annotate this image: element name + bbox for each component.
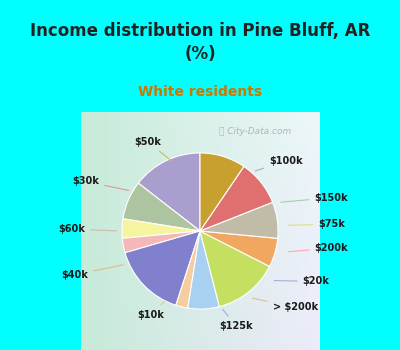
Text: $50k: $50k: [134, 136, 171, 161]
Text: $30k: $30k: [72, 176, 129, 190]
Wedge shape: [200, 231, 278, 266]
Text: $10k: $10k: [137, 301, 165, 320]
Text: $60k: $60k: [58, 224, 116, 234]
Wedge shape: [200, 202, 278, 238]
Text: Income distribution in Pine Bluff, AR
(%): Income distribution in Pine Bluff, AR (%…: [30, 22, 370, 63]
Text: White residents: White residents: [138, 85, 262, 99]
Text: $150k: $150k: [281, 193, 348, 203]
Text: $40k: $40k: [61, 265, 123, 280]
Wedge shape: [200, 167, 272, 231]
Wedge shape: [125, 231, 200, 305]
Text: > $200k: > $200k: [252, 298, 318, 312]
Wedge shape: [200, 153, 244, 231]
Text: $75k: $75k: [288, 219, 345, 229]
Wedge shape: [176, 231, 200, 308]
Wedge shape: [200, 231, 270, 307]
Wedge shape: [122, 231, 200, 253]
Text: $100k: $100k: [255, 155, 302, 171]
Wedge shape: [138, 153, 200, 231]
Text: $200k: $200k: [288, 243, 348, 253]
Wedge shape: [122, 219, 200, 238]
Wedge shape: [123, 183, 200, 231]
Text: $20k: $20k: [274, 276, 330, 286]
Text: ⓘ City-Data.com: ⓘ City-Data.com: [219, 127, 291, 135]
Wedge shape: [188, 231, 220, 309]
Text: $125k: $125k: [219, 309, 253, 331]
